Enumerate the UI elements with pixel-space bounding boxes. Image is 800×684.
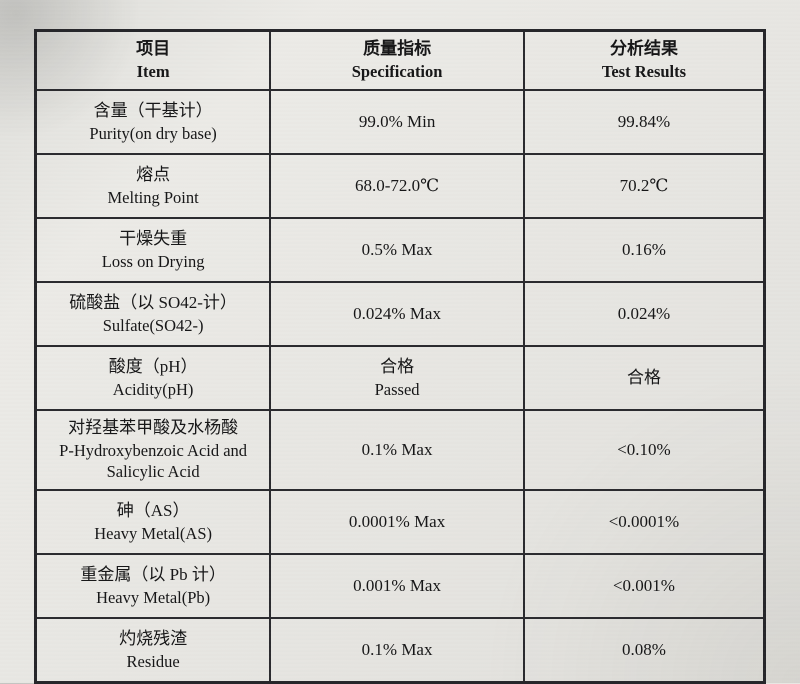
item-cell: 干燥失重 Loss on Drying [34,217,272,284]
item-cell: 硫酸盐（以 SO42-计） Sulfate(SO42-) [34,281,272,348]
spec-value: 0.1% Max [361,639,433,659]
header-item: 项目 Item [34,29,272,92]
item-name-en: Melting Point [107,187,199,207]
spec-cell: 0.1% Max [269,409,525,492]
result-value: 0.08% [622,639,666,659]
header-item-en: Item [136,61,170,81]
spec-cell: 合格 Passed [269,345,525,412]
result-cell: <0.10% [522,409,766,492]
item-cell: 对羟基苯甲酸及水杨酸 P-Hydroxybenzoic Acid and Sal… [34,409,272,492]
header-test-results-zh: 分析结果 [609,39,678,58]
spec-value: 0.0001% Max [348,511,446,531]
scanned-document-page: 项目 Item 质量指标 Specification 分析结果 Test Res… [34,29,766,684]
item-cell: 砷（AS） Heavy Metal(AS) [34,489,272,556]
result-value: 70.2℃ [619,175,669,195]
result-cell: <0.001% [522,553,766,620]
table-body: 含量（干基计） Purity(on dry base) 99.0% Min 99… [34,89,766,684]
result-value: 合格 [626,367,661,387]
item-cell: 酸度（pH） Acidity(pH) [34,345,272,412]
table-row: 熔点 Melting Point 68.0-72.0℃ 70.2℃ [34,153,766,220]
result-cell: 0.024% [522,281,766,348]
table-header: 项目 Item 质量指标 Specification 分析结果 Test Res… [34,29,766,92]
item-name-zh: 硫酸盐（以 SO42-计） [69,293,237,313]
table-row: 对羟基苯甲酸及水杨酸 P-Hydroxybenzoic Acid and Sal… [34,409,766,492]
coa-table: 项目 Item 质量指标 Specification 分析结果 Test Res… [34,29,766,684]
table-row: 酸度（pH） Acidity(pH) 合格 Passed 合格 [34,345,766,412]
table-row: 重金属（以 Pb 计） Heavy Metal(Pb) 0.001% Max <… [34,553,766,620]
item-name-zh: 灼烧残渣 [119,629,188,649]
item-name-zh: 酸度（pH） [108,357,198,377]
spec-cell: 99.0% Min [269,89,525,156]
item-cell: 含量（干基计） Purity(on dry base) [34,89,272,156]
spec-value: 0.5% Max [361,239,433,259]
spec-cell: 0.1% Max [269,617,525,684]
item-name-en: Residue [126,651,180,671]
item-name-zh: 含量（干基计） [93,101,213,121]
item-name-zh: 干燥失重 [119,229,188,249]
item-cell: 熔点 Melting Point [34,153,272,220]
item-name-en: Heavy Metal(AS) [94,523,212,543]
spec-cell: 0.024% Max [269,281,525,348]
item-cell: 灼烧残渣 Residue [34,617,272,684]
item-name-en: Heavy Metal(Pb) [96,587,211,607]
result-value: 0.024% [617,303,671,323]
header-specification: 质量指标 Specification [269,29,525,92]
spec-value: 99.0% Min [358,111,436,131]
spec-cell: 0.0001% Max [269,489,525,556]
table-row: 砷（AS） Heavy Metal(AS) 0.0001% Max <0.000… [34,489,766,556]
table-row: 灼烧残渣 Residue 0.1% Max 0.08% [34,617,766,684]
table-row: 干燥失重 Loss on Drying 0.5% Max 0.16% [34,217,766,284]
table-row: 含量（干基计） Purity(on dry base) 99.0% Min 99… [34,89,766,156]
item-cell: 重金属（以 Pb 计） Heavy Metal(Pb) [34,553,272,620]
result-cell: 70.2℃ [522,153,766,220]
spec-cell: 68.0-72.0℃ [269,153,525,220]
result-value: <0.001% [612,575,675,595]
item-name-en: Loss on Drying [101,251,205,271]
item-name-zh: 熔点 [136,165,171,185]
item-name-en: P-Hydroxybenzoic Acid and Salicylic Acid [59,440,248,482]
spec-value: 0.1% Max [361,439,433,459]
result-value: <0.10% [617,439,671,459]
result-cell: 99.84% [522,89,766,156]
result-value: 0.16% [622,239,666,259]
result-value: 99.84% [617,111,671,131]
item-name-zh: 重金属（以 Pb 计） [80,565,226,585]
item-name-en: Sulfate(SO42-) [102,315,204,335]
spec-value: 0.024% Max [353,303,441,323]
table-row: 硫酸盐（以 SO42-计） Sulfate(SO42-) 0.024% Max … [34,281,766,348]
header-test-results: 分析结果 Test Results [522,29,766,92]
item-name-zh: 砷（AS） [116,501,190,521]
spec-value: 68.0-72.0℃ [354,175,440,195]
item-name-en: Acidity(pH) [112,379,194,399]
header-item-zh: 项目 [136,39,171,58]
result-cell: 0.16% [522,217,766,284]
header-specification-en: Specification [351,61,443,81]
header-row: 项目 Item 质量指标 Specification 分析结果 Test Res… [34,29,766,92]
spec-value: 0.001% Max [353,575,441,595]
item-name-en: Purity(on dry base) [89,123,217,143]
result-cell: 0.08% [522,617,766,684]
spec-cell: 0.001% Max [269,553,525,620]
header-specification-zh: 质量指标 [363,39,432,58]
spec-value-line2: Passed [374,379,420,399]
result-cell: <0.0001% [522,489,766,556]
result-cell: 合格 [522,345,766,412]
result-value: <0.0001% [608,511,680,531]
item-name-zh: 对羟基苯甲酸及水杨酸 [68,418,239,438]
spec-cell: 0.5% Max [269,217,525,284]
header-test-results-en: Test Results [601,61,687,81]
spec-value: 合格 [380,357,415,377]
